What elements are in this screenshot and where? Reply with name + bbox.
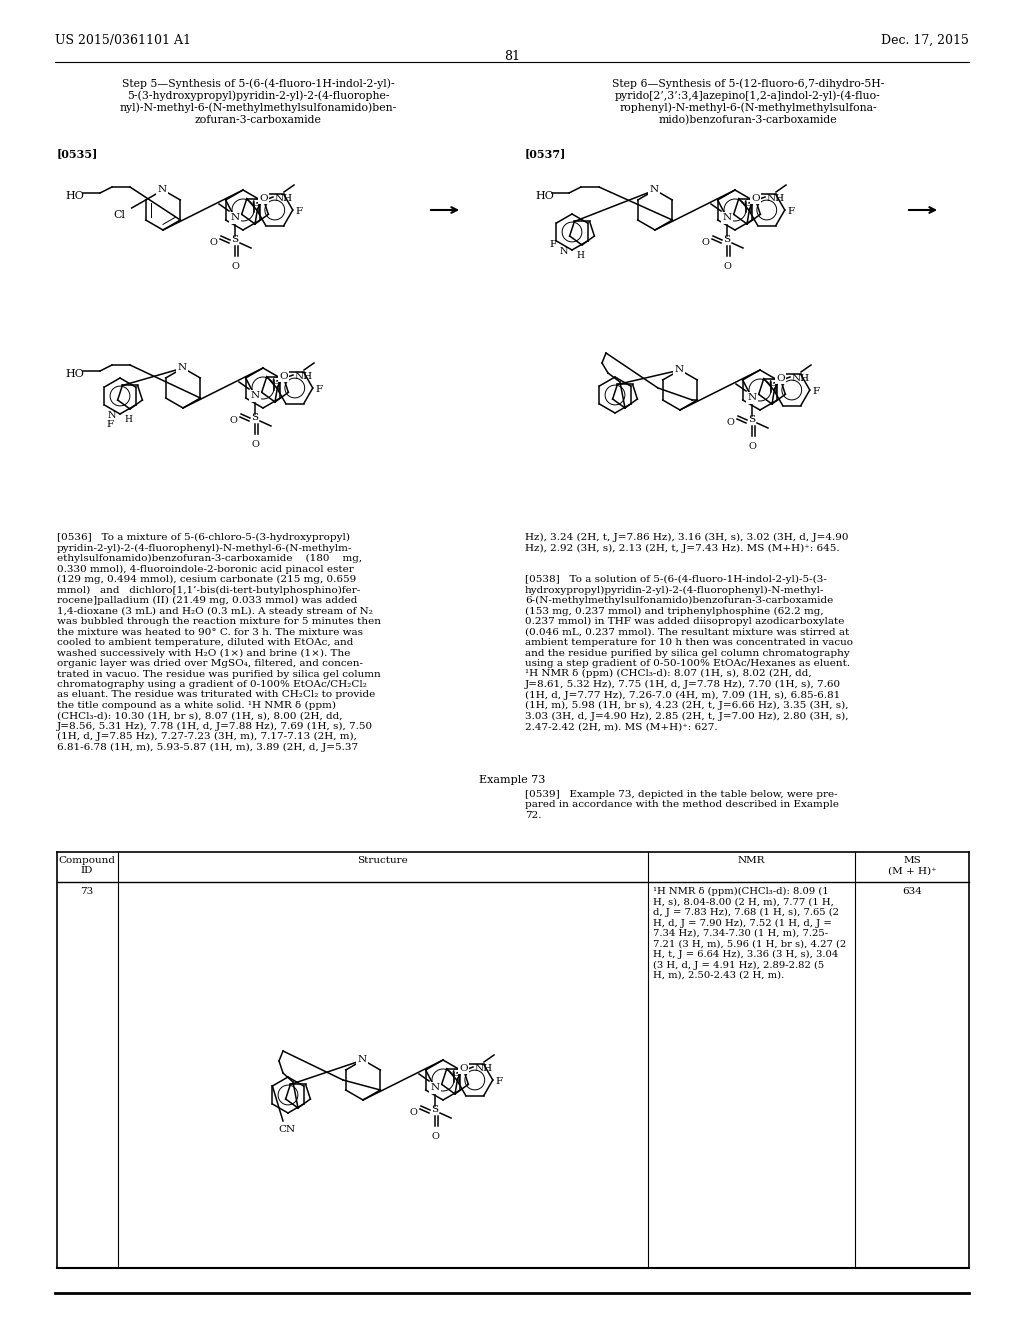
Text: NH: NH xyxy=(295,372,313,381)
Text: HO: HO xyxy=(535,191,554,201)
Text: Hz), 3.24 (2H, t, J=7.86 Hz), 3.16 (3H, s), 3.02 (3H, d, J=4.90
Hz), 2.92 (3H, s: Hz), 3.24 (2H, t, J=7.86 Hz), 3.16 (3H, … xyxy=(525,533,849,553)
Text: 81: 81 xyxy=(504,50,520,63)
Text: O: O xyxy=(459,1064,468,1073)
Text: CN: CN xyxy=(278,1125,295,1134)
Text: O: O xyxy=(751,194,760,203)
Text: N: N xyxy=(158,186,167,194)
Text: O: O xyxy=(769,379,777,388)
Text: H: H xyxy=(124,414,132,424)
Text: HO: HO xyxy=(65,191,84,201)
Text: O: O xyxy=(251,440,259,449)
Text: N: N xyxy=(559,247,568,256)
Text: O: O xyxy=(749,442,756,451)
Text: N: N xyxy=(430,1084,439,1093)
Text: F: F xyxy=(549,240,556,249)
Text: HO: HO xyxy=(65,370,84,379)
Text: N: N xyxy=(723,214,731,223)
Text: NH: NH xyxy=(275,194,293,203)
Text: O: O xyxy=(271,378,281,385)
Text: MS
(M + H)⁺: MS (M + H)⁺ xyxy=(888,855,936,875)
Text: F: F xyxy=(106,420,113,429)
Text: Step 6—Synthesis of 5-(12-fluoro-6,7-dihydro-5H-
pyrido[2’,3’:3,4]azepino[1,2-a]: Step 6—Synthesis of 5-(12-fluoro-6,7-dih… xyxy=(611,78,884,125)
Text: [0538]   To a solution of 5-(6-(4-fluoro-1H-indol-2-yl)-5-(3-
hydroxypropyl)pyri: [0538] To a solution of 5-(6-(4-fluoro-1… xyxy=(525,576,853,731)
Text: Compound
ID: Compound ID xyxy=(58,855,116,875)
Text: Structure: Structure xyxy=(357,855,409,865)
Text: [0535]: [0535] xyxy=(57,148,98,158)
Text: S: S xyxy=(431,1106,438,1114)
Text: O: O xyxy=(279,372,288,381)
Text: [0536]   To a mixture of 5-(6-chloro-5-(3-hydroxypropyl)
pyridin-2-yl)-2-(4-fluo: [0536] To a mixture of 5-(6-chloro-5-(3-… xyxy=(57,533,381,752)
Text: N: N xyxy=(357,1056,367,1064)
Text: NH: NH xyxy=(792,374,810,383)
Text: Cl: Cl xyxy=(114,210,126,220)
Text: [0539]   Example 73, depicted in the table below, were pre-
pared in accordance : [0539] Example 73, depicted in the table… xyxy=(525,789,839,820)
Text: N: N xyxy=(177,363,186,372)
Text: H: H xyxy=(575,251,584,260)
Text: O: O xyxy=(229,416,237,425)
Text: 634: 634 xyxy=(902,887,922,896)
Text: S: S xyxy=(231,235,239,244)
Text: O: O xyxy=(209,238,217,247)
Text: Dec. 17, 2015: Dec. 17, 2015 xyxy=(881,34,969,48)
Text: N: N xyxy=(108,411,116,420)
Text: F: F xyxy=(787,206,795,215)
Text: O: O xyxy=(452,1069,461,1078)
Text: Step 5—Synthesis of 5-(6-(4-fluoro-1H-indol-2-yl)-
5-(3-hydroxypropyl)pyridin-2-: Step 5—Synthesis of 5-(6-(4-fluoro-1H-in… xyxy=(120,78,396,124)
Text: F: F xyxy=(296,206,303,215)
Text: O: O xyxy=(409,1107,417,1117)
Text: O: O xyxy=(743,199,753,209)
Text: 73: 73 xyxy=(80,887,93,896)
Text: O: O xyxy=(252,199,260,209)
Text: F: F xyxy=(813,387,820,396)
Text: O: O xyxy=(231,261,239,271)
Text: US 2015/0361101 A1: US 2015/0361101 A1 xyxy=(55,34,191,48)
Text: N: N xyxy=(649,186,658,194)
Text: O: O xyxy=(431,1133,439,1140)
Text: O: O xyxy=(259,194,267,203)
Text: Example 73: Example 73 xyxy=(479,775,545,785)
Text: N: N xyxy=(748,393,757,403)
Text: O: O xyxy=(701,238,709,247)
Text: F: F xyxy=(496,1077,503,1085)
Text: NH: NH xyxy=(475,1064,494,1073)
Text: O: O xyxy=(723,261,731,271)
Text: S: S xyxy=(749,416,756,425)
Text: S: S xyxy=(252,413,259,422)
Text: N: N xyxy=(230,214,240,223)
Text: F: F xyxy=(315,384,323,393)
Text: NH: NH xyxy=(767,194,785,203)
Text: N: N xyxy=(251,392,259,400)
Text: ¹H NMR δ (ppm)(CHCl₃-d): 8.09 (1
H, s), 8.04-8.00 (2 H, m), 7.77 (1 H,
d, J = 7.: ¹H NMR δ (ppm)(CHCl₃-d): 8.09 (1 H, s), … xyxy=(653,887,846,979)
Text: O: O xyxy=(726,418,734,426)
Text: [0537]: [0537] xyxy=(525,148,566,158)
Text: S: S xyxy=(723,235,730,244)
Text: O: O xyxy=(776,374,784,383)
Text: NMR: NMR xyxy=(737,855,765,865)
Text: N: N xyxy=(675,366,684,375)
